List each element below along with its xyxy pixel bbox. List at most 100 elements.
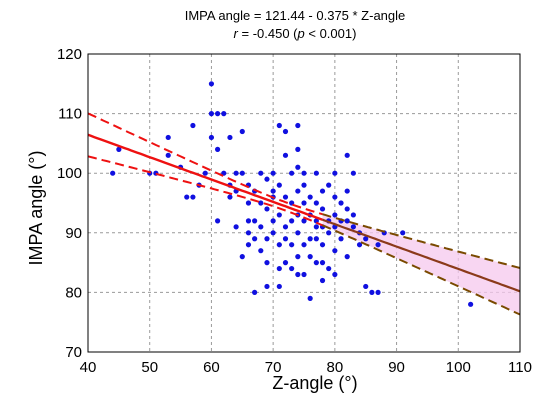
upper-confidence-line-extrapolated (322, 213, 521, 269)
data-point (319, 188, 326, 194)
data-point (239, 128, 245, 135)
data-point (332, 248, 338, 254)
data-point (227, 194, 233, 200)
subtitle-p-value: < 0.001) (305, 26, 357, 41)
data-point (344, 152, 350, 158)
data-point (282, 236, 289, 242)
data-point (313, 236, 319, 242)
data-point (301, 170, 307, 176)
data-point (289, 170, 295, 176)
data-point (215, 218, 221, 224)
data-point (202, 170, 208, 176)
data-point (282, 260, 289, 266)
subtitle-r: r (234, 26, 239, 41)
data-point (264, 206, 270, 212)
data-point (282, 128, 289, 135)
data-point (190, 194, 196, 200)
data-point (264, 260, 270, 266)
data-point (276, 265, 282, 272)
data-point (276, 283, 282, 290)
data-point (264, 176, 270, 182)
data-point (270, 218, 276, 224)
data-point (295, 271, 301, 278)
x-tick-label: 40 (80, 359, 97, 376)
data-point (190, 122, 196, 129)
data-point (319, 242, 326, 248)
data-point (208, 81, 215, 87)
subtitle-p: p (297, 26, 305, 41)
x-tick-label: 100 (446, 359, 471, 376)
y-tick-label: 100 (57, 165, 82, 182)
x-tick-label: 80 (327, 359, 344, 376)
data-point (319, 260, 326, 266)
regression-lines (87, 112, 521, 316)
data-point (215, 146, 221, 152)
data-point (307, 236, 313, 242)
data-point (363, 283, 369, 290)
data-point (295, 122, 301, 129)
data-point (116, 146, 122, 152)
data-point (165, 152, 171, 158)
data-points (110, 81, 474, 307)
data-point (295, 188, 301, 194)
data-point (276, 242, 282, 248)
data-point (326, 182, 332, 188)
grid-lines (88, 54, 520, 352)
data-point (276, 182, 282, 188)
data-point (301, 200, 307, 206)
chart-title: IMPA angle = 121.44 - 0.375 * Z-angle (185, 8, 406, 23)
data-point (301, 242, 307, 248)
data-point (344, 254, 350, 260)
data-point (363, 236, 369, 242)
y-tick-label: 70 (65, 344, 82, 361)
data-point (252, 236, 258, 242)
y-tick-label: 120 (57, 46, 82, 63)
data-point (221, 170, 227, 176)
data-point (326, 265, 332, 272)
x-tick-label: 70 (265, 359, 282, 376)
x-tick-label: 50 (141, 359, 158, 376)
plot-frame (87, 53, 521, 353)
data-point (350, 212, 356, 218)
data-point (264, 283, 270, 290)
y-tick-label: 110 (58, 106, 82, 123)
fit-line (87, 133, 323, 221)
data-point (295, 230, 301, 236)
data-point (110, 170, 116, 176)
data-point (344, 188, 350, 194)
data-point (245, 230, 252, 236)
data-point (295, 146, 301, 152)
confidence-fill (322, 214, 520, 315)
data-point (276, 122, 282, 129)
confidence-band (322, 214, 520, 315)
data-point (282, 224, 289, 230)
subtitle-r-value: = -0.450 ( (238, 26, 298, 41)
data-point (338, 200, 344, 206)
data-point (350, 224, 356, 230)
data-point (270, 188, 276, 194)
data-point (313, 224, 319, 230)
x-axis-label: Z-angle (°) (272, 373, 357, 393)
data-point (165, 134, 171, 141)
data-point (344, 218, 350, 224)
data-point (270, 230, 276, 236)
data-point (332, 271, 338, 278)
data-point (227, 134, 233, 141)
data-point (252, 218, 258, 224)
data-point (245, 218, 252, 224)
data-point (282, 194, 289, 200)
data-point (319, 206, 326, 212)
data-point (307, 194, 313, 200)
data-point (313, 170, 319, 176)
data-point (400, 230, 406, 236)
data-point (245, 242, 252, 248)
data-point (369, 289, 375, 295)
x-tick-label: 90 (388, 359, 405, 376)
data-point (276, 212, 282, 218)
data-point (233, 170, 239, 176)
fit-line-extrapolated (322, 218, 521, 293)
data-point (295, 254, 301, 260)
data-point (319, 277, 326, 284)
upper-confidence-line (87, 112, 323, 216)
y-tick-label: 90 (65, 225, 82, 242)
